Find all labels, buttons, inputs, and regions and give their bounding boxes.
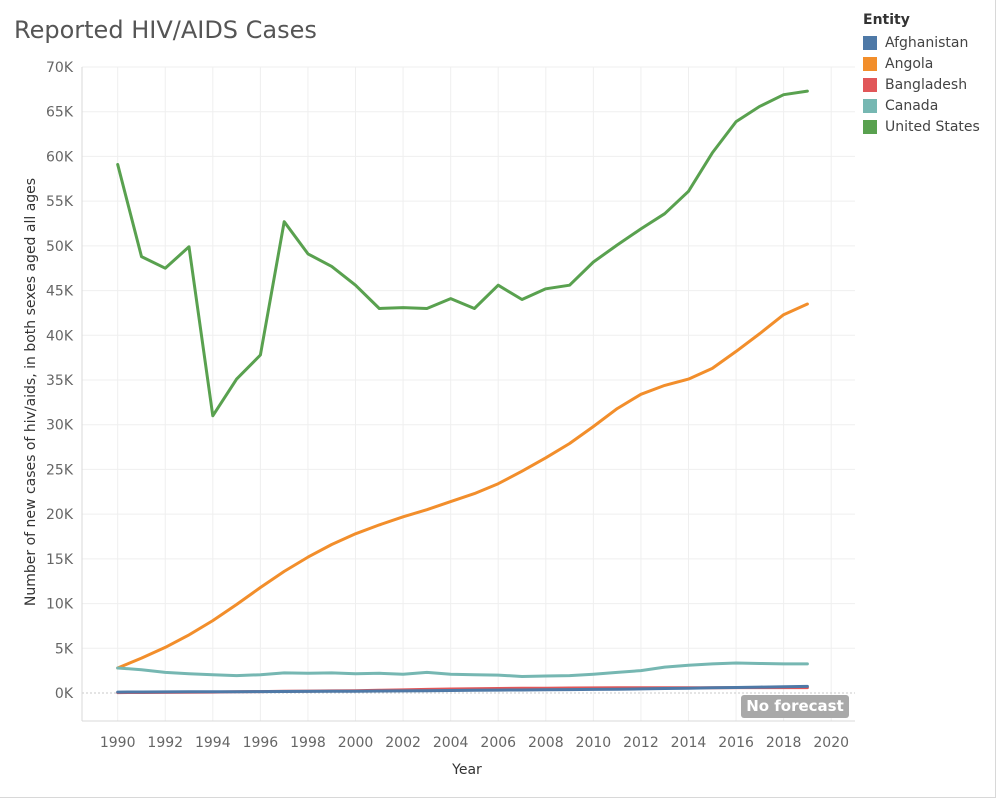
x-tick-label: 2008 xyxy=(528,735,564,751)
legend-item-afghanistan[interactable]: Afghanistan xyxy=(863,32,980,53)
legend-title: Entity xyxy=(863,12,910,28)
legend-item-angola[interactable]: Angola xyxy=(863,53,980,74)
y-tick-label: 30K xyxy=(46,418,74,434)
legend-swatch xyxy=(863,119,877,134)
y-tick-label: 35K xyxy=(46,373,74,389)
y-tick-label: 0K xyxy=(55,686,74,702)
y-tick-label: 10K xyxy=(46,597,74,613)
x-tick-label: 2006 xyxy=(480,735,516,751)
x-tick-label: 2014 xyxy=(671,735,707,751)
x-tick-label: 2016 xyxy=(718,735,754,751)
x-tick-label: 1990 xyxy=(100,735,136,751)
legend-swatch xyxy=(863,98,877,113)
x-tick-label: 2002 xyxy=(385,735,421,751)
y-tick-label: 45K xyxy=(46,284,74,300)
y-tick-label: 40K xyxy=(46,328,74,344)
legend-label: Bangladesh xyxy=(885,76,968,93)
y-axis-title: Number of new cases of hiv/aids, in both… xyxy=(23,178,39,606)
y-tick-label: 65K xyxy=(46,105,74,121)
legend-swatch xyxy=(863,56,877,71)
series-line-united-states xyxy=(116,89,809,418)
x-tick-label: 2018 xyxy=(766,735,802,751)
legend-item-united-states[interactable]: United States xyxy=(863,116,980,137)
no-forecast-badge[interactable]: No forecast xyxy=(741,695,849,718)
series-line-canada xyxy=(116,661,809,678)
y-tick-label: 25K xyxy=(46,462,74,478)
legend: Entity Afghanistan Angola Bangladesh Can… xyxy=(863,12,980,137)
legend-label: Angola xyxy=(885,55,934,72)
x-axis-title: Year xyxy=(451,762,482,778)
legend-label: Afghanistan xyxy=(885,34,969,51)
series-line-afghanistan xyxy=(116,684,809,694)
x-tick-label: 2000 xyxy=(338,735,374,751)
page-title: Reported HIV/AIDS Cases xyxy=(14,16,317,44)
series-line-angola xyxy=(116,302,809,670)
x-tick-label: 1992 xyxy=(147,735,183,751)
x-tick-label: 1998 xyxy=(290,735,326,751)
legend-swatch xyxy=(863,77,877,92)
y-tick-label: 60K xyxy=(46,149,74,165)
x-tick-label: 2010 xyxy=(576,735,612,751)
y-tick-label: 15K xyxy=(46,552,74,568)
x-tick-label: 2004 xyxy=(433,735,469,751)
y-tick-label: 70K xyxy=(46,60,74,76)
x-tick-label: 2012 xyxy=(623,735,659,751)
legend-item-bangladesh[interactable]: Bangladesh xyxy=(863,74,980,95)
y-tick-label: 20K xyxy=(46,507,74,523)
legend-label: United States xyxy=(885,118,980,135)
legend-swatch xyxy=(863,35,877,50)
x-tick-label: 2020 xyxy=(813,735,849,751)
legend-label: Canada xyxy=(885,97,939,114)
y-tick-label: 5K xyxy=(55,641,74,657)
x-tick-label: 1994 xyxy=(195,735,231,751)
y-tick-label: 50K xyxy=(46,239,74,255)
y-tick-label: 55K xyxy=(46,194,74,210)
legend-item-canada[interactable]: Canada xyxy=(863,95,980,116)
x-tick-label: 1996 xyxy=(243,735,279,751)
